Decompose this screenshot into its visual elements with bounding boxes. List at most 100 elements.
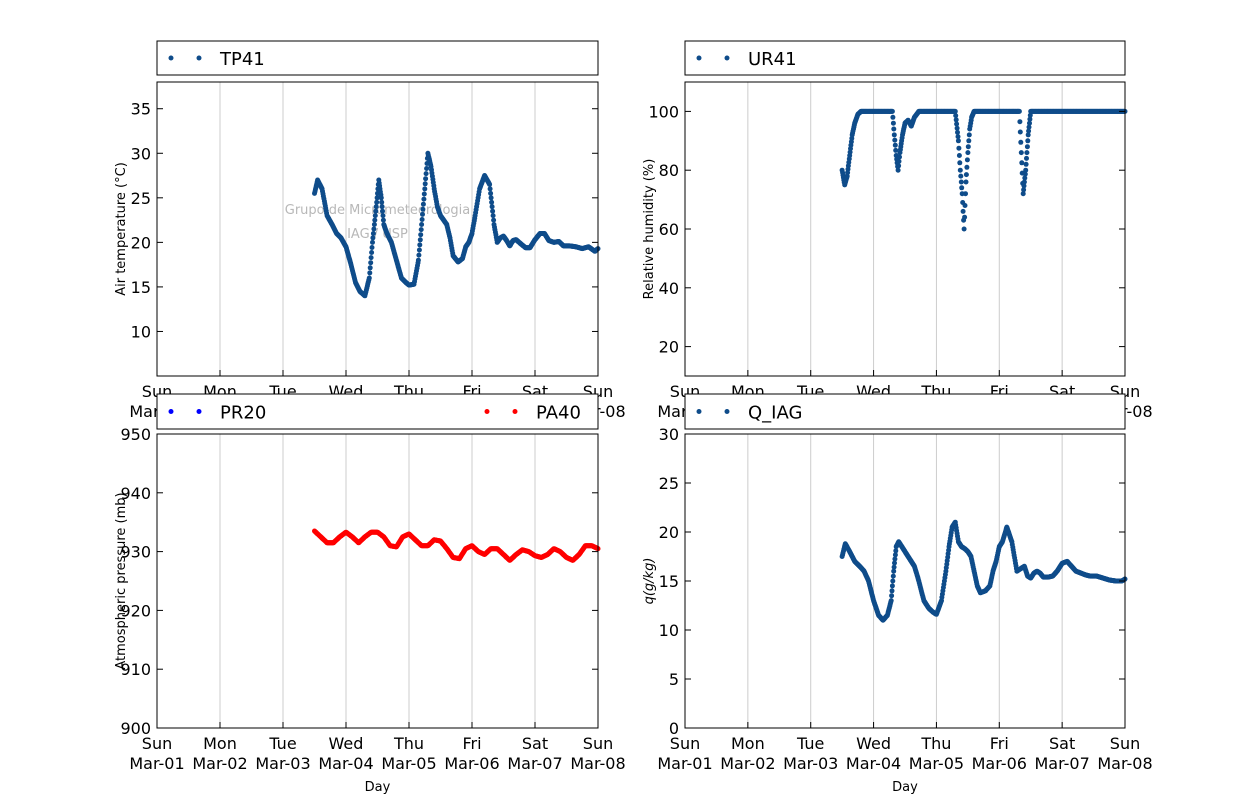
data-point [891, 568, 897, 574]
data-point [380, 213, 386, 219]
x-tick-label-day: Mon [203, 734, 237, 753]
data-point [954, 121, 960, 127]
y-tick-label: 25 [131, 189, 151, 208]
x-tick-label-date: Mar-07 [507, 754, 562, 773]
data-point [417, 242, 423, 248]
y-tick-label: 950 [120, 425, 151, 444]
y-tick-label: 15 [131, 278, 151, 297]
data-point [488, 195, 494, 201]
data-point [893, 548, 899, 554]
y-tick-label: 60 [659, 220, 679, 239]
data-point [954, 125, 960, 131]
plot-frame [684, 433, 1126, 729]
data-point [368, 260, 374, 266]
data-point [367, 270, 373, 276]
data-point [1021, 179, 1027, 185]
data-point [1022, 171, 1028, 177]
data-point [962, 203, 968, 208]
data-point [956, 145, 962, 151]
data-point [889, 588, 895, 594]
y-tick-label: 920 [120, 601, 151, 620]
data-point [373, 208, 379, 214]
data-point [1017, 129, 1023, 135]
legend-label: PA40 [536, 403, 581, 424]
data-point [378, 195, 384, 201]
data-point [367, 265, 373, 271]
x-tick-label-date: Mar-04 [846, 754, 901, 773]
data-point [371, 226, 377, 232]
data-point [419, 222, 425, 227]
data-point [892, 560, 897, 566]
data-point [370, 235, 376, 241]
y-tick-label: 10 [131, 322, 151, 341]
x-tick-label-date: Mar-05 [909, 754, 964, 773]
data-point [966, 132, 972, 138]
legend-marker [196, 55, 202, 61]
data-point [369, 245, 375, 250]
x-tick-label-day: Sun [670, 734, 700, 753]
x-tick-label-date: Mar-08 [1097, 754, 1152, 773]
data-point [491, 217, 497, 223]
y-axis-label: Atmospheric pressure (mb) [114, 492, 129, 669]
data-point [1023, 167, 1029, 173]
data-point [423, 176, 429, 182]
x-tick-label-day: Thu [393, 734, 424, 753]
data-point [374, 199, 380, 205]
data-point [420, 211, 425, 217]
chart-ur41: 20406080100SunMar-01MonMar-02TueMar-03We… [642, 81, 1153, 421]
data-point [424, 166, 430, 171]
data-point [892, 556, 898, 562]
x-tick-label-date: Mar-02 [192, 754, 247, 773]
y-tick-label: 25 [659, 474, 679, 493]
x-axis-label: Day [892, 780, 918, 795]
legend-marker [196, 409, 202, 414]
y-tick-label: 20 [131, 233, 151, 252]
y-tick-label: 20 [659, 338, 679, 357]
data-point [369, 250, 375, 255]
data-point [955, 134, 961, 140]
data-point [896, 163, 902, 169]
series-PA40 [312, 528, 601, 563]
legend-label: TP41 [219, 49, 265, 70]
data-point [370, 239, 375, 245]
x-tick-label-day: Sat [1049, 734, 1075, 753]
y-tick-label: 80 [659, 161, 679, 180]
data-point [419, 217, 425, 222]
legend: UR41 [684, 40, 1126, 76]
data-point [379, 204, 385, 210]
data-point [371, 222, 377, 227]
data-point [1019, 160, 1025, 166]
data-point [890, 573, 896, 579]
data-point [380, 208, 385, 214]
data-point [957, 167, 963, 173]
data-point [1024, 150, 1030, 156]
data-point [1018, 150, 1024, 156]
legend-label: PR20 [220, 403, 266, 424]
data-point [1020, 191, 1026, 197]
data-point [489, 204, 495, 210]
y-tick-label: 0 [669, 719, 679, 738]
y-tick-label: 910 [120, 660, 151, 679]
data-point [955, 138, 961, 144]
data-point [890, 578, 896, 584]
data-point [417, 237, 423, 243]
y-tick-label: 10 [659, 621, 679, 640]
data-point [892, 552, 898, 558]
legend-box [684, 393, 1126, 430]
y-tick-label: 5 [669, 670, 679, 689]
y-tick-label: 940 [120, 484, 151, 503]
data-point [895, 167, 901, 173]
legend-label: UR41 [748, 49, 797, 70]
data-point [956, 153, 962, 158]
data-point [958, 173, 964, 179]
data-point [366, 275, 372, 281]
data-point [1026, 124, 1032, 130]
x-tick-label-date: Mar-04 [318, 754, 373, 773]
data-point [965, 150, 971, 156]
series-UR41 [839, 108, 1128, 232]
data-point [953, 117, 959, 123]
data-point [1027, 112, 1033, 118]
y-tick-label: 15 [659, 572, 679, 591]
